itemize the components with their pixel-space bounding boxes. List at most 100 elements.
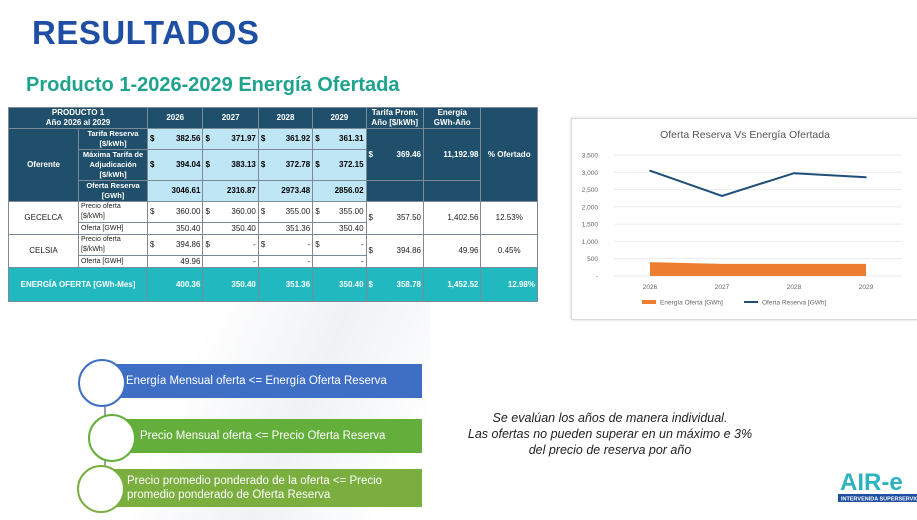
table-cell: 49.96: [147, 255, 204, 268]
data-point: [649, 169, 651, 172]
table-cell: $394.86: [365, 234, 425, 268]
table-cell: $355.00: [257, 201, 314, 223]
data-point: [865, 176, 867, 179]
table-cell: 350.40: [312, 267, 367, 302]
page-title: RESULTADOS: [32, 14, 260, 51]
x-tick-label: 2028: [787, 284, 802, 291]
step-circle-2: [88, 414, 136, 462]
year-header: 2028: [257, 107, 314, 129]
note-line: Las ofertas no pueden superar en un máxi…: [467, 427, 753, 441]
note-line: del precio de reserva por año: [528, 443, 692, 457]
pct-header: % Ofertado: [480, 107, 538, 202]
precio-oferta-label: Precio oferta [$/kWh]: [78, 234, 149, 256]
precio-oferta-label: Precio oferta [$/kWh]: [78, 201, 149, 223]
table-cell: $383.13: [202, 149, 259, 181]
table-cell: 11,192.98: [422, 128, 482, 181]
table-cell: [365, 180, 425, 202]
step-circle-1: [78, 359, 126, 407]
corner-line-2: Año 2026 al 2029: [45, 118, 111, 127]
table-cell: -: [257, 255, 314, 268]
y-tick-label: 3,000: [582, 170, 599, 177]
evaluation-note: Se evalúan los años de manera individual…: [440, 410, 780, 458]
year-header: 2026: [147, 107, 204, 129]
table-cell: 0.45%: [480, 234, 538, 268]
line-area-chart: Oferta Reserva Vs Energía Ofertada 3,500 3…: [582, 129, 902, 307]
y-tick-label: 500: [587, 256, 598, 263]
table-cell: $ -: [257, 234, 314, 256]
table-cell: $394.86: [147, 234, 204, 256]
table-cell: 49.96: [422, 234, 482, 268]
page-subtitle: Producto 1-2026-2029 Energía Ofertada: [26, 74, 400, 96]
svg-text:INTERVENIDA SUPERSERVICIOS: INTERVENIDA SUPERSERVICIOS: [841, 497, 917, 503]
y-tick-label: 3,500: [582, 153, 599, 160]
table-cell: $360.00: [147, 201, 204, 223]
table-cell: $ -: [312, 234, 367, 256]
table-cell: -: [202, 255, 259, 268]
y-tick-label: 1,000: [582, 239, 599, 246]
table-cell: $358.78: [365, 267, 425, 302]
oferta-label: Oferta [GWH]: [78, 222, 149, 235]
svg-text:AIR-e: AIR-e: [840, 469, 903, 496]
y-tick-label: 2,500: [582, 187, 599, 194]
table-cell: 12.53%: [480, 201, 538, 235]
table-cell: -: [312, 255, 367, 268]
table-cell: 1,402.56: [422, 201, 482, 235]
table-cell: $360.00: [202, 201, 259, 223]
table-cell: 2856.02: [312, 180, 367, 202]
data-point: [721, 195, 723, 197]
oferta-reserva-label: Oferta Reserva [GWh]: [78, 180, 149, 202]
y-tick-label: 1,500: [582, 222, 599, 229]
table-cell: [422, 180, 482, 202]
table-cell: $357.50: [365, 201, 425, 235]
table-cell: 350.40: [202, 267, 259, 302]
table-cell: 400.36: [147, 267, 204, 302]
total-label: ENERGÍA OFERTA [GWh-Mes]: [7, 267, 149, 302]
condition-bar-3: Precio promedio ponderado de la oferta <…: [100, 469, 422, 507]
table-cell: $355.00: [312, 201, 367, 223]
table-cell: 12.98%: [480, 267, 538, 302]
table-cell: 351.36: [257, 222, 314, 235]
chart-container: Oferta Reserva Vs Energía Ofertada 3,500 3…: [571, 118, 917, 320]
table-cell: 350.40: [202, 222, 259, 235]
company-logo: AIR-e INTERVENIDA SUPERSERVICIOS: [838, 466, 917, 506]
tarifa-prom-header: Tarifa Prom. Año [$/kWh]: [365, 107, 425, 129]
table-cell: $382.56: [147, 128, 204, 150]
area-series-energia-oferta: [650, 262, 866, 276]
note-line: Se evalúan los años de manera individual…: [492, 411, 728, 425]
y-tick-label: 2,000: [582, 204, 599, 211]
table-cell: 3046.61: [147, 180, 204, 202]
table-cell: $361.31: [312, 128, 367, 150]
x-tick-label: 2029: [859, 284, 874, 291]
x-tick-label: 2027: [715, 284, 730, 291]
corner-line-1: PRODUCTO 1: [51, 108, 105, 117]
table-cell: $371.97: [202, 128, 259, 150]
table-cell: 1,452.52: [422, 267, 482, 302]
table-cell: 350.40: [147, 222, 204, 235]
maxima-tarifa-label: Máxima Tarifa de Adjudicación [$/kWh]: [78, 149, 149, 181]
tarifa-reserva-label: Tarifa Reserva [$/kWh]: [78, 128, 149, 150]
year-header: 2027: [202, 107, 259, 129]
step-circle-3: [77, 465, 125, 513]
table-cell: 351.36: [257, 267, 314, 302]
table-cell: $361.92: [257, 128, 314, 150]
chart-title: Oferta Reserva Vs Energía Ofertada: [660, 129, 830, 141]
year-header: 2029: [312, 107, 367, 129]
table-cell: $372.15: [312, 149, 367, 181]
oferta-label: Oferta [GWH]: [78, 255, 149, 268]
legend-label: Energía Oferta [GWh]: [660, 300, 723, 307]
legend-swatch-energia: [642, 300, 656, 304]
table-cell: $372.78: [257, 149, 314, 181]
table-corner-header: PRODUCTO 1 Año 2026 al 2029: [7, 107, 149, 129]
table-cell: $ -: [202, 234, 259, 256]
table-cell: 350.40: [312, 222, 367, 235]
legend-label: Oferta Reserva [GWh]: [762, 300, 826, 307]
condition-bar-1: Energía Mensual oferta <= Energía Oferta…: [100, 364, 422, 398]
results-table: PRODUCTO 1 Año 2026 al 2029 2026 2027 20…: [7, 107, 538, 302]
table-cell: $394.04: [147, 149, 204, 181]
y-tick-label: -: [596, 274, 598, 281]
oferente-name: CELSIA: [7, 234, 80, 268]
x-tick-label: 2026: [643, 284, 658, 291]
oferente-label: Oferente: [7, 128, 80, 202]
table-cell: 2316.87: [202, 180, 259, 202]
oferente-name: GECELCA: [7, 201, 80, 235]
